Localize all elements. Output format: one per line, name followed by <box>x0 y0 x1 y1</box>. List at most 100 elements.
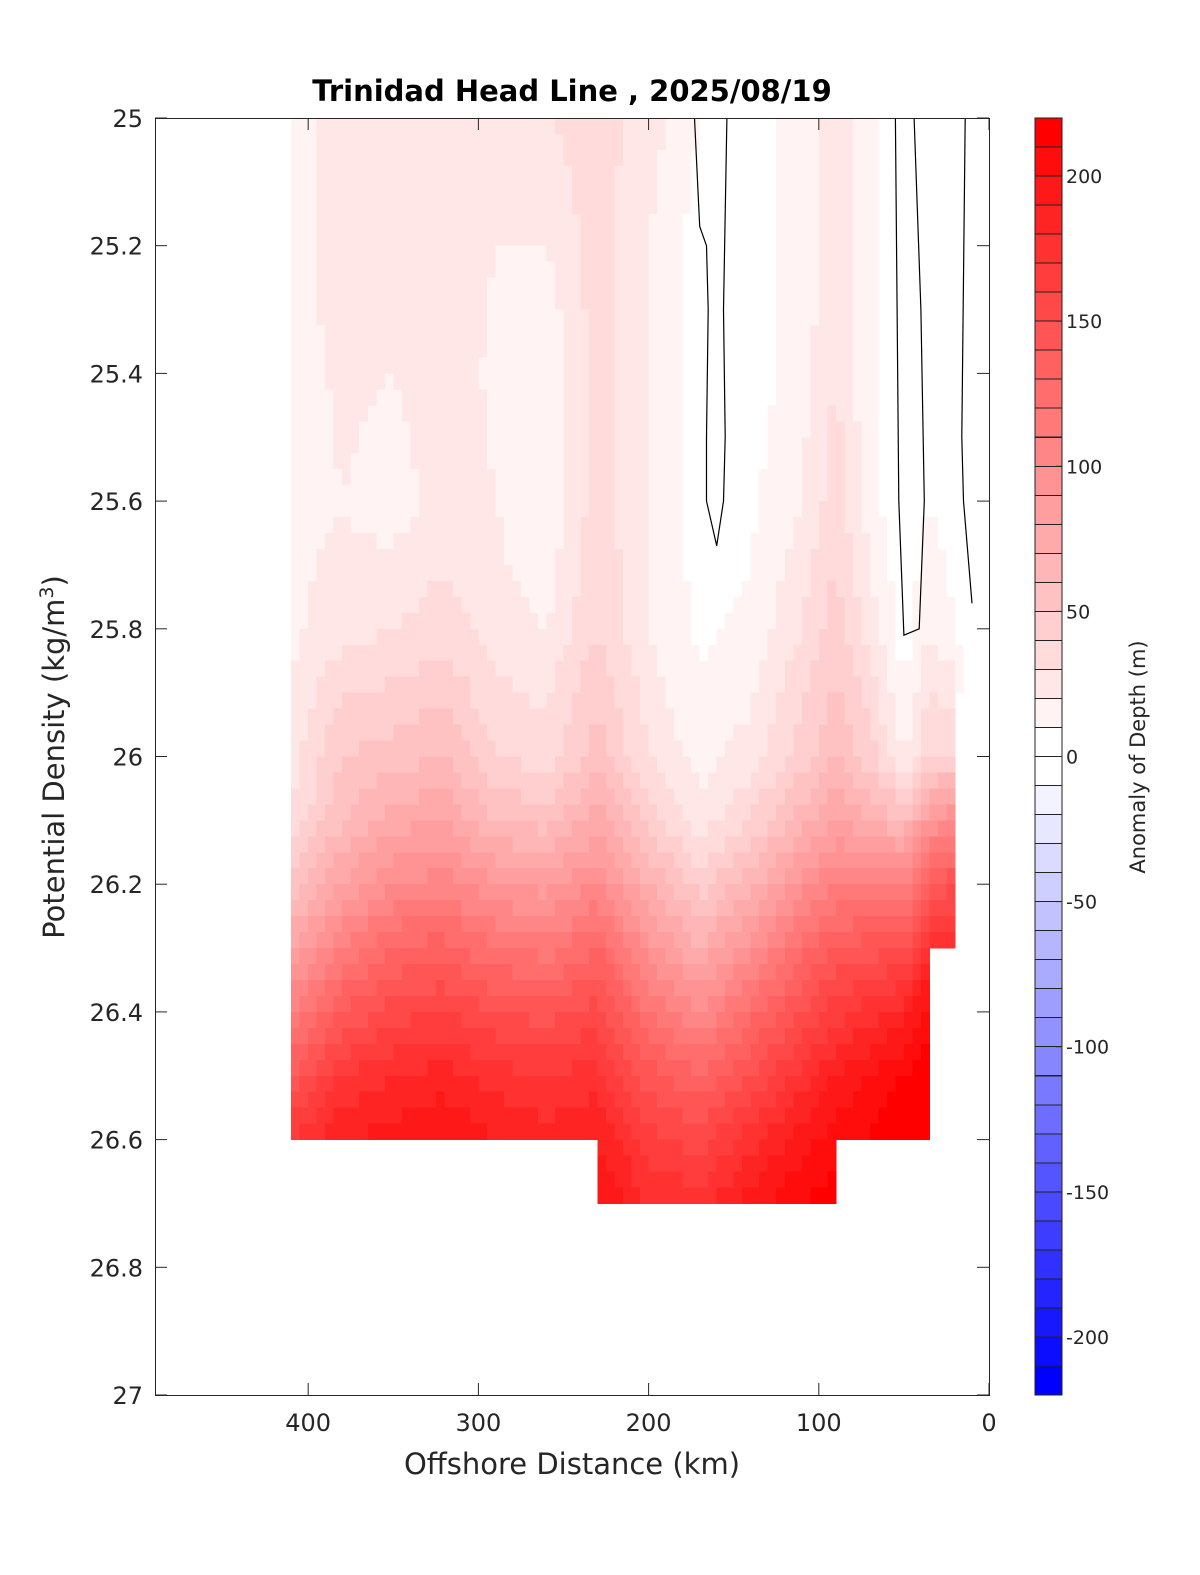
contour-cell <box>572 229 582 247</box>
contour-cell <box>580 1011 590 1029</box>
contour-cell <box>316 1059 326 1077</box>
contour-cell <box>384 884 394 901</box>
contour-cell <box>555 580 565 598</box>
contour-cell <box>878 118 888 135</box>
contour-cell <box>674 756 684 774</box>
contour-cell <box>563 820 573 837</box>
contour-cell <box>597 517 607 534</box>
contour-cell <box>691 1107 701 1125</box>
contour-cell <box>682 995 692 1013</box>
contour-cell <box>708 1011 718 1029</box>
contour-cell <box>376 213 386 231</box>
contour-cell <box>333 293 343 311</box>
contour-cell <box>291 437 301 454</box>
contour-cell <box>827 357 837 374</box>
contour-cell <box>308 852 318 869</box>
contour-cell <box>316 389 326 406</box>
contour-cell <box>589 948 599 965</box>
contour-cell <box>410 724 420 742</box>
contour-cell <box>597 1027 607 1045</box>
contour-cell <box>793 804 803 821</box>
contour-cell <box>759 676 769 694</box>
contour-cell <box>418 517 428 534</box>
contour-cell <box>869 740 879 758</box>
contour-cell <box>418 197 428 215</box>
contour-cell <box>393 1011 403 1029</box>
contour-cell <box>844 836 854 853</box>
contour-cell <box>427 1091 437 1109</box>
contour-cell <box>546 948 556 965</box>
contour-cell <box>461 118 471 135</box>
contour-cell <box>699 788 709 805</box>
contour-cell <box>546 533 556 550</box>
contour-cell <box>614 884 624 901</box>
contour-cell <box>597 948 607 965</box>
contour-cell <box>886 1091 896 1109</box>
contour-cell <box>886 948 896 965</box>
contour-cell <box>469 453 479 470</box>
contour-cell <box>486 437 496 454</box>
contour-cell <box>606 1187 616 1205</box>
contour-cell <box>640 197 650 215</box>
contour-cell <box>699 916 709 933</box>
contour-cell <box>903 197 913 215</box>
contour-cell <box>418 772 428 790</box>
contour-cell <box>861 1123 871 1141</box>
contour-cell <box>350 788 360 805</box>
contour-cell <box>546 916 556 933</box>
contour-cell <box>733 453 743 470</box>
contour-cell <box>572 740 582 758</box>
contour-cell <box>657 1059 667 1077</box>
contour-cell <box>648 612 658 630</box>
contour-cell <box>308 804 318 821</box>
contour-cell <box>623 197 633 215</box>
contour-cell <box>342 453 352 470</box>
contour-cell <box>538 1027 548 1045</box>
contour-cell <box>495 229 505 247</box>
contour-cell <box>427 612 437 630</box>
contour-cell <box>555 820 565 837</box>
contour-cell <box>325 134 335 151</box>
contour-cell <box>580 1091 590 1109</box>
contour-cell <box>682 804 692 821</box>
contour-cell <box>827 756 837 774</box>
contour-cell <box>512 1075 522 1093</box>
contour-cell <box>529 1027 539 1045</box>
contour-cell <box>623 1171 633 1189</box>
contour-cell <box>895 485 905 502</box>
contour-cell <box>674 277 684 295</box>
contour-cell <box>869 804 879 821</box>
contour-cell <box>478 804 488 821</box>
contour-cell <box>903 1075 913 1093</box>
contour-cell <box>333 1123 343 1141</box>
contour-cell <box>742 213 752 231</box>
contour-cell <box>316 1075 326 1093</box>
contour-cell <box>767 596 777 614</box>
contour-cell <box>776 868 786 885</box>
contour-cell <box>563 293 573 311</box>
contour-cell <box>716 1043 726 1061</box>
contour-cell <box>793 1171 803 1189</box>
contour-cell <box>691 1171 701 1189</box>
contour-cell <box>393 1107 403 1125</box>
contour-cell <box>844 341 854 359</box>
contour-cell <box>793 772 803 790</box>
contour-cell <box>512 756 522 774</box>
contour-cell <box>597 229 607 247</box>
contour-cell <box>793 181 803 199</box>
contour-cell <box>486 229 496 247</box>
contour-cell <box>316 501 326 518</box>
contour-cell <box>427 1107 437 1125</box>
contour-cell <box>827 644 837 662</box>
contour-cell <box>555 533 565 550</box>
contour-cell <box>708 341 718 359</box>
contour-cell <box>895 421 905 438</box>
contour-cell <box>512 596 522 614</box>
contour-cell <box>486 245 496 263</box>
contour-cell <box>912 277 922 295</box>
contour-cell <box>818 644 828 662</box>
contour-cell <box>427 804 437 821</box>
contour-cell <box>563 612 573 630</box>
contour-cell <box>682 405 692 422</box>
contour-cell <box>623 149 633 167</box>
